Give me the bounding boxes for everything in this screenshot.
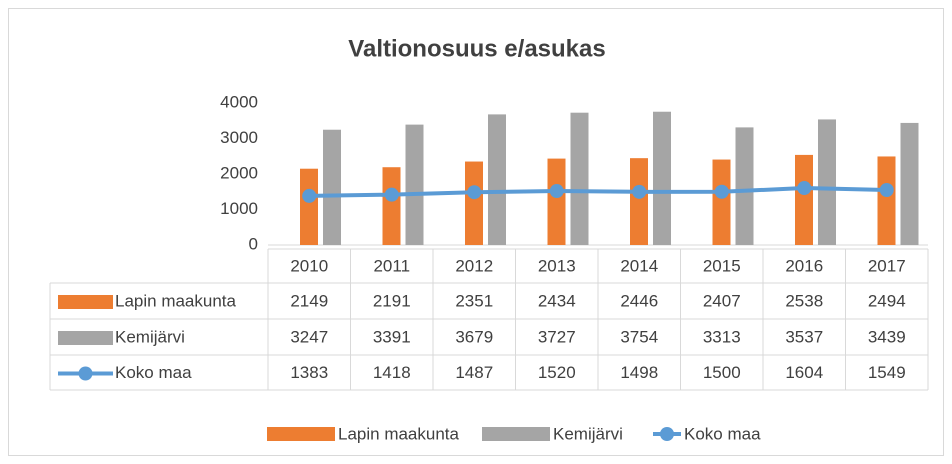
table-cell: 3679 (455, 327, 493, 346)
bar (382, 167, 401, 245)
bar (547, 158, 566, 245)
table-cell: 1487 (455, 363, 493, 382)
line-marker (714, 184, 729, 199)
bar (300, 168, 318, 245)
y-tick-label: 1000 (220, 199, 258, 218)
x-tick-label: 2010 (290, 256, 328, 275)
y-tick-label: 3000 (220, 128, 258, 147)
legend-key (660, 427, 674, 441)
line-marker (384, 187, 399, 202)
line-marker (632, 184, 647, 199)
bar (653, 111, 671, 245)
bar (818, 119, 836, 245)
table-row-label: Koko maa (115, 363, 192, 382)
x-tick-label: 2013 (538, 256, 576, 275)
bar (323, 129, 341, 245)
table-cell: 2407 (703, 291, 741, 310)
legend-label: Kemijärvi (553, 424, 623, 443)
y-tick-label: 0 (249, 234, 258, 253)
x-tick-label: 2016 (785, 256, 823, 275)
table-cell: 2494 (868, 291, 906, 310)
table-cell: 2538 (785, 291, 823, 310)
bar (570, 112, 589, 245)
legend-key (78, 366, 93, 381)
x-tick-label: 2015 (703, 256, 741, 275)
table-cell: 1498 (620, 363, 658, 382)
bar (405, 124, 424, 245)
x-tick-label: 2012 (455, 256, 493, 275)
bar (877, 156, 896, 245)
line-marker (467, 185, 482, 200)
legend-key (267, 427, 335, 441)
table-cell: 2446 (620, 291, 658, 310)
legend-label: Lapin maakunta (338, 424, 460, 443)
bar (465, 161, 483, 245)
table-row-label: Lapin maakunta (115, 291, 237, 310)
line-marker (302, 188, 317, 203)
line-marker (879, 183, 894, 198)
chart-title: Valtionosuus e/asukas (348, 35, 605, 62)
table-cell: 1418 (373, 363, 411, 382)
line-marker (549, 184, 564, 199)
table-cell: 3391 (373, 327, 411, 346)
legend-key (482, 427, 550, 441)
y-tick-label: 4000 (220, 92, 258, 111)
bar (735, 127, 754, 245)
table-cell: 2149 (290, 291, 328, 310)
legend-key (58, 295, 113, 309)
table-cell: 3754 (620, 327, 658, 346)
bar (630, 158, 648, 245)
x-tick-label: 2017 (868, 256, 906, 275)
table-cell: 3727 (538, 327, 576, 346)
table-cell: 1604 (785, 363, 823, 382)
bar (900, 122, 919, 245)
table-row-label: Kemijärvi (115, 327, 185, 346)
bar (488, 114, 506, 245)
table-cell: 2191 (373, 291, 411, 310)
bar (712, 159, 731, 245)
x-tick-label: 2014 (620, 256, 658, 275)
table-cell: 3537 (785, 327, 823, 346)
x-tick-label: 2011 (373, 256, 410, 275)
table-cell: 2351 (455, 291, 493, 310)
legend-label: Koko maa (684, 424, 761, 443)
line-marker (797, 181, 812, 196)
table-cell: 1383 (290, 363, 328, 382)
table-cell: 3313 (703, 327, 741, 346)
table-cell: 1549 (868, 363, 906, 382)
table-cell: 3247 (290, 327, 328, 346)
legend-key (58, 331, 113, 345)
table-cell: 1520 (538, 363, 576, 382)
bar (795, 154, 813, 245)
line (309, 186, 887, 198)
y-tick-label: 2000 (220, 163, 258, 182)
table-cell: 1500 (703, 363, 741, 382)
table-cell: 3439 (868, 327, 906, 346)
table-cell: 2434 (538, 291, 576, 310)
